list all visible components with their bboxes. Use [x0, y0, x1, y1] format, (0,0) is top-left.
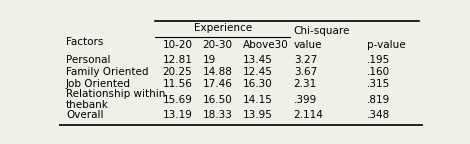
Text: .315: .315	[367, 79, 390, 89]
Text: .348: .348	[367, 110, 390, 120]
Text: .160: .160	[367, 67, 390, 77]
Text: Relationship within: Relationship within	[66, 89, 165, 99]
Text: 18.33: 18.33	[203, 110, 233, 120]
Text: 16.30: 16.30	[243, 79, 273, 89]
Text: 17.46: 17.46	[203, 79, 233, 89]
Text: 12.45: 12.45	[243, 67, 273, 77]
Text: Overall: Overall	[66, 110, 103, 120]
Text: .399: .399	[294, 95, 317, 105]
Text: 2.114: 2.114	[294, 110, 323, 120]
Text: Factors: Factors	[66, 37, 103, 47]
Text: 14.15: 14.15	[243, 95, 273, 105]
Text: 3.67: 3.67	[294, 67, 317, 77]
Text: 16.50: 16.50	[203, 95, 232, 105]
Text: 20.25: 20.25	[163, 67, 192, 77]
Text: .195: .195	[367, 55, 390, 65]
Text: value: value	[294, 40, 322, 50]
Text: Job Oriented: Job Oriented	[66, 79, 131, 89]
Text: p-value: p-value	[367, 40, 405, 50]
Text: Experience: Experience	[194, 23, 252, 33]
Text: 10-20: 10-20	[163, 40, 193, 50]
Text: 2.31: 2.31	[294, 79, 317, 89]
Text: Chi-square: Chi-square	[294, 26, 350, 36]
Text: .819: .819	[367, 95, 390, 105]
Text: thebank: thebank	[66, 100, 109, 110]
Text: 12.81: 12.81	[163, 55, 192, 65]
Text: 13.45: 13.45	[243, 55, 273, 65]
Text: 13.95: 13.95	[243, 110, 273, 120]
Text: 3.27: 3.27	[294, 55, 317, 65]
Text: 20-30: 20-30	[203, 40, 233, 50]
Text: Family Oriented: Family Oriented	[66, 67, 149, 77]
Text: Above30: Above30	[243, 40, 289, 50]
Text: 15.69: 15.69	[163, 95, 192, 105]
Text: 19: 19	[203, 55, 216, 65]
Text: 13.19: 13.19	[163, 110, 192, 120]
Text: 14.88: 14.88	[203, 67, 233, 77]
Text: Personal: Personal	[66, 55, 110, 65]
Text: 11.56: 11.56	[163, 79, 192, 89]
